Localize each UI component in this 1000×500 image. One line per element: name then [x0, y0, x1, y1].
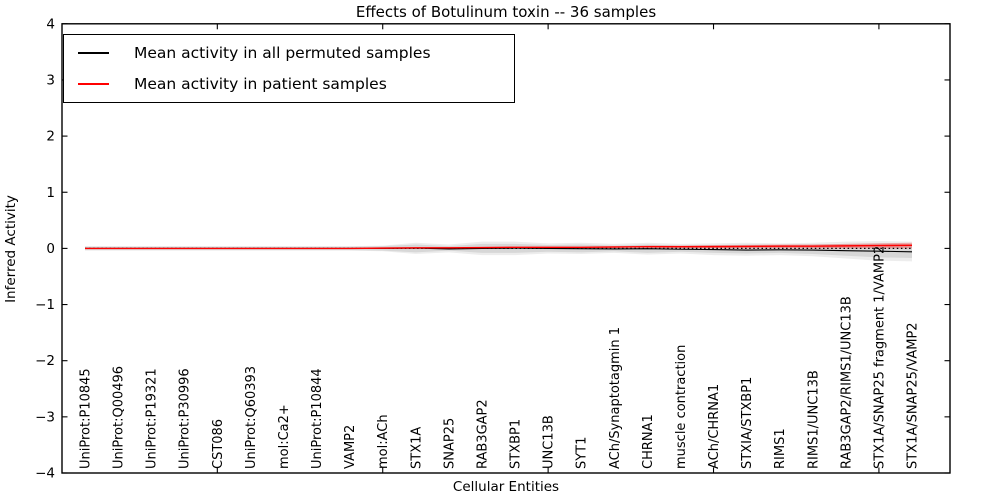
x-category-label: ACh/CHRNA1 [707, 384, 722, 469]
x-category-label: SYT1 [575, 437, 590, 469]
x-category-label: UniProt:Q00496 [112, 366, 127, 469]
x-category-label: RAB3GAP2 [475, 399, 490, 469]
plot-border [61, 23, 951, 474]
x-category-label: RAB3GAP2/RIMS1/UNC13B [839, 296, 854, 469]
x-category-label: CST086 [211, 419, 226, 469]
legend-line-patient-icon [78, 83, 109, 85]
x-category-label: STXBP1 [509, 419, 524, 469]
legend-entry-patient: Mean activity in patient samples [70, 73, 508, 95]
x-axis-label: Cellular Entities [452, 479, 560, 495]
legend-line-permuted-icon [78, 52, 109, 54]
x-category-label: muscle contraction [674, 345, 689, 469]
y-tick-label: 0 [46, 241, 55, 257]
y-tick-label: 4 [46, 16, 55, 32]
y-tick-label: −1 [35, 297, 55, 313]
x-category-label: UniProt:P30996 [178, 368, 193, 469]
x-category-label: UniProt:Q60393 [244, 366, 259, 469]
x-category-label: UniProt:P10845 [79, 368, 94, 469]
x-category-label: UniProt:P10844 [310, 368, 325, 469]
legend-label-permuted: Mean activity in all permuted samples [134, 44, 431, 62]
legend-entry-permuted: Mean activity in all permuted samples [70, 42, 508, 64]
x-category-label: CHRNA1 [641, 414, 656, 469]
x-category-label: mol:ACh [376, 414, 391, 469]
x-category-label: STX1A/SNAP25 fragment 1/VAMP2 [872, 246, 887, 469]
legend: Mean activity in all permuted samples Me… [63, 34, 515, 103]
x-category-label: mol:Ca2+ [277, 404, 292, 469]
x-category-label: STX1A/SNAP25/VAMP2 [906, 322, 921, 469]
y-tick-label: 1 [46, 185, 55, 201]
legend-label-patient: Mean activity in patient samples [134, 75, 387, 93]
x-category-label: UNC13B [542, 415, 557, 469]
chart-title: Effects of Botulinum toxin -- 36 samples [355, 3, 657, 21]
series-line-1 [85, 244, 913, 250]
x-category-label: STXIA/STXBP1 [740, 377, 755, 469]
x-category-label: RIMS1 [773, 428, 788, 469]
y-tick-label: 2 [46, 129, 55, 145]
y-tick-label: −3 [35, 409, 55, 425]
x-category-label: SNAP25 [442, 418, 457, 469]
y-tick-label: 3 [46, 72, 55, 88]
x-category-label: VAMP2 [343, 425, 358, 469]
y-tick-label: −4 [35, 466, 55, 482]
x-category-label: STX1A [409, 427, 424, 469]
y-tick-label: −2 [35, 353, 55, 369]
x-category-label: ACh/Synaptotagmin 1 [608, 327, 623, 469]
x-category-label: UniProt:P19321 [145, 368, 160, 469]
x-category-label: RIMS1/UNC13B [806, 370, 821, 469]
